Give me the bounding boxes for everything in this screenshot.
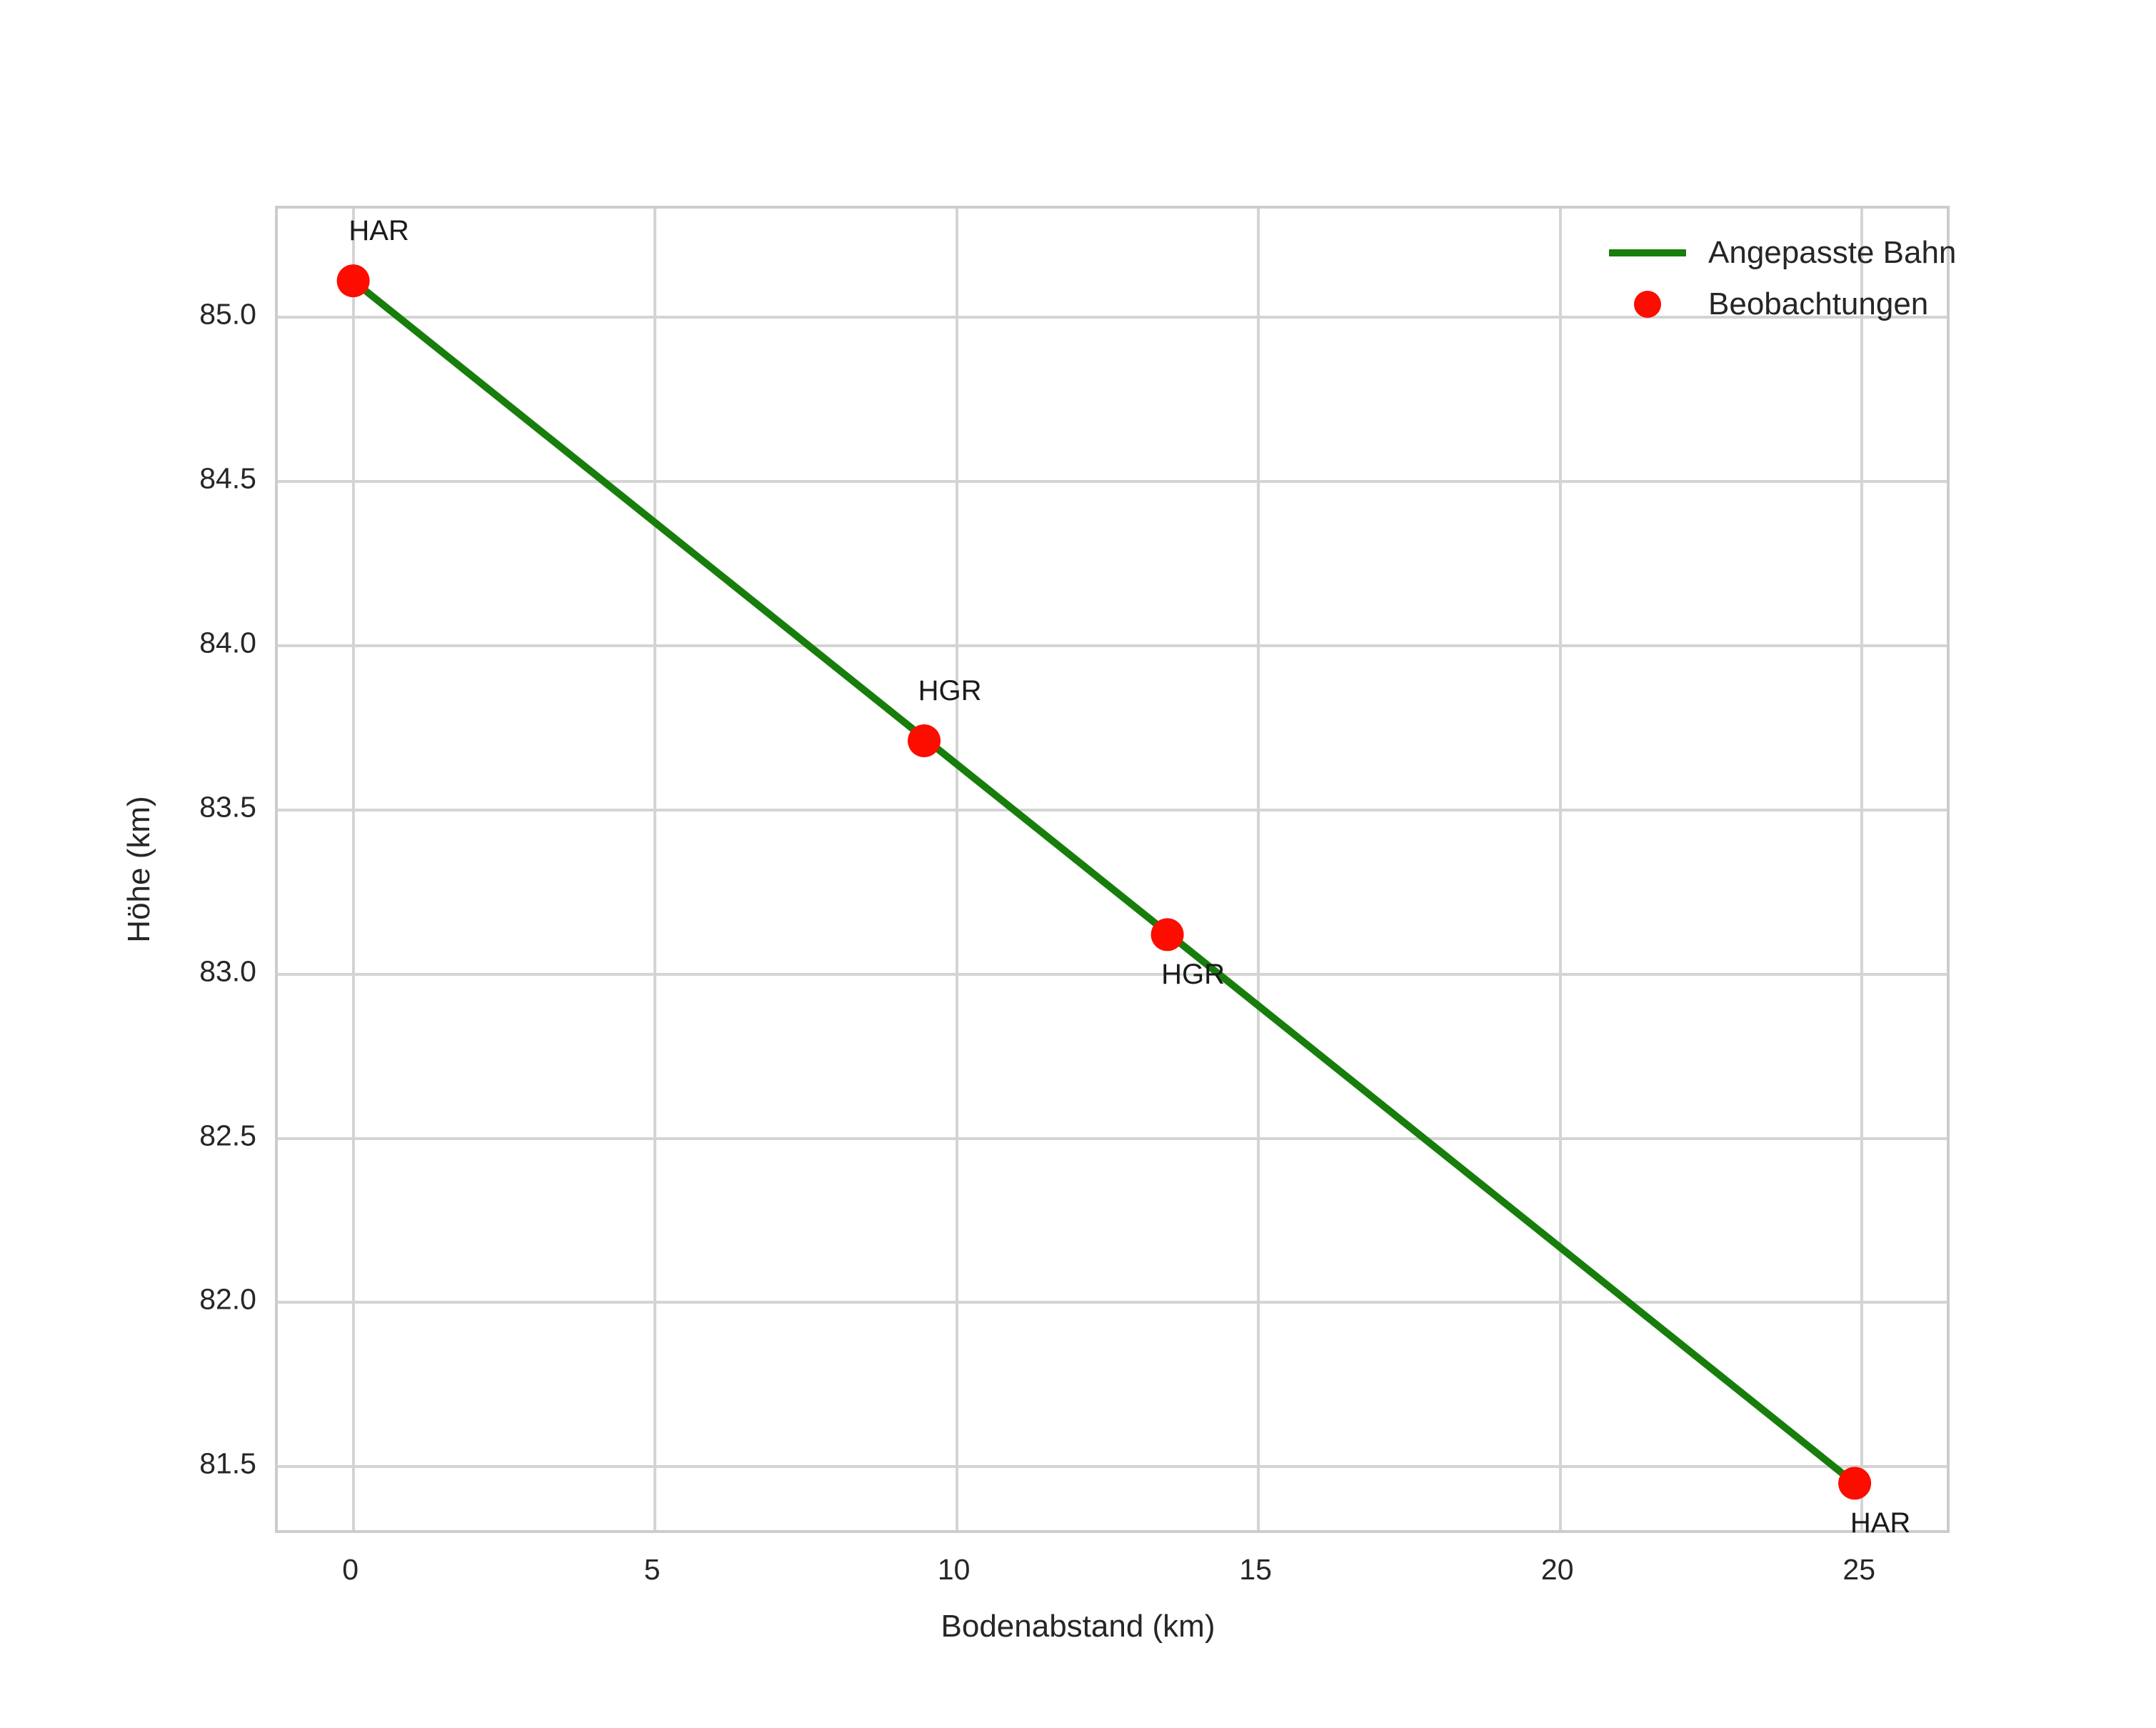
observation-marker-3[interactable] (1838, 1467, 1872, 1500)
x-tick-label-0: 0 (342, 1553, 359, 1586)
legend-item-fitted-trajectory[interactable]: Angepasste Bahn (1594, 227, 1994, 279)
gridline-vertical-5 (1860, 209, 1864, 1530)
plot-area: HAR HGR HGR HAR (275, 206, 1950, 1539)
x-axis-title: Bodenabstand (km) (941, 1609, 1215, 1644)
observation-marker-1[interactable] (908, 724, 941, 758)
gridline-vertical-1 (653, 209, 657, 1530)
gridline-horizontal-4 (278, 972, 1947, 976)
gridline-vertical-2 (955, 209, 958, 1530)
data-layer (336, 264, 1872, 1500)
gridline-horizontal-5 (278, 1137, 1947, 1140)
x-tick-label-20: 20 (1540, 1553, 1574, 1586)
x-tick-label-10: 10 (937, 1553, 971, 1586)
y-tick-label-85.0: 85.0 (199, 297, 256, 331)
legend-line-swatch (1594, 249, 1701, 256)
point-label-hgr-2: HGR (1161, 959, 1225, 991)
x-tick-label-25: 25 (1842, 1553, 1876, 1586)
gridline-vertical-0 (351, 209, 355, 1530)
gridline-vertical-3 (1257, 209, 1260, 1530)
legend-label-observations: Beobachtungen (1708, 286, 1929, 321)
x-tick-label-15: 15 (1239, 1553, 1272, 1586)
point-label-har-3: HAR (1850, 1507, 1911, 1539)
y-tick-label-83.0: 83.0 (199, 954, 256, 988)
point-label-har-0: HAR (349, 215, 409, 247)
legend-item-observations[interactable]: Beobachtungen (1594, 279, 1994, 330)
y-tick-label-81.5: 81.5 (199, 1447, 256, 1480)
x-tick-label-5: 5 (643, 1553, 661, 1586)
chart-legend: Angepasste Bahn Beobachtungen (1594, 227, 1994, 330)
gridline-horizontal-7 (278, 1465, 1947, 1469)
observation-marker-2[interactable] (1150, 918, 1184, 952)
observation-markers (336, 264, 1872, 1500)
gridline-horizontal-2 (278, 644, 1947, 647)
legend-dot-swatch (1594, 291, 1701, 318)
point-label-hgr-1: HGR (918, 675, 982, 707)
y-tick-label-84.0: 84.0 (199, 626, 256, 659)
y-axis-title: Höhe (km) (121, 796, 156, 943)
gridline-vertical-4 (1558, 209, 1562, 1530)
gridline-horizontal-6 (278, 1301, 1947, 1304)
gridline-horizontal-3 (278, 808, 1947, 811)
y-tick-label-83.5: 83.5 (199, 790, 256, 824)
y-tick-label-82.5: 82.5 (199, 1119, 256, 1152)
gridline-horizontal-1 (278, 479, 1947, 483)
y-tick-label-84.5: 84.5 (199, 461, 256, 495)
legend-label-fitted-trajectory: Angepasste Bahn (1708, 235, 1957, 270)
y-tick-label-82.0: 82.0 (199, 1282, 256, 1316)
